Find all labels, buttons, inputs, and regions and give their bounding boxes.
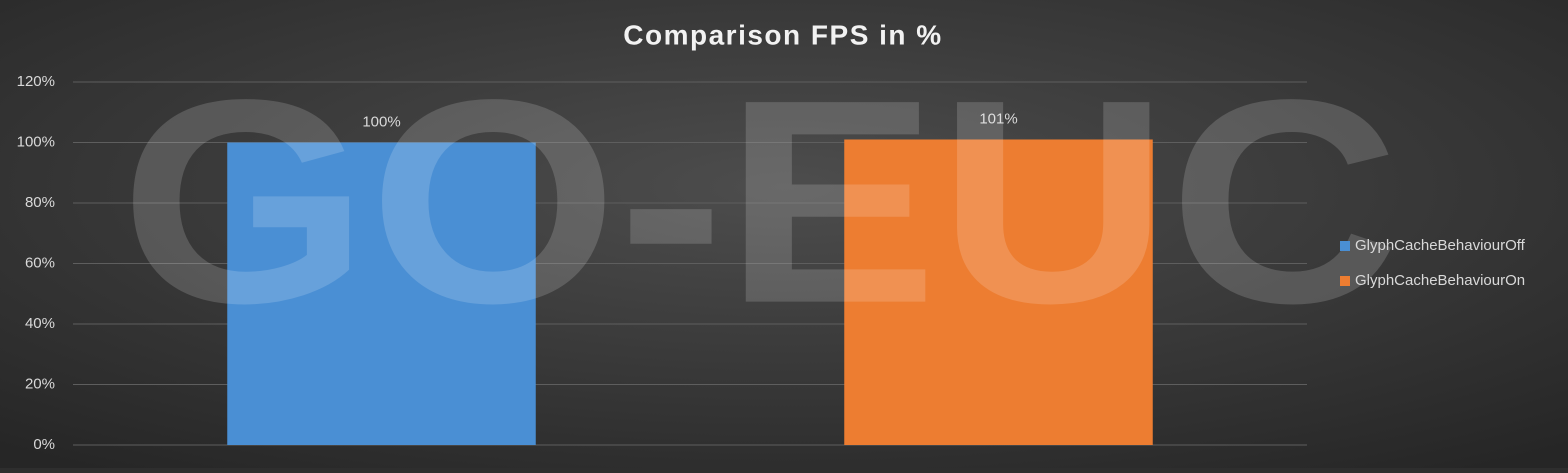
value-label: 101%: [979, 110, 1017, 127]
y-tick-label: 100%: [17, 133, 55, 150]
legend-label: GlyphCacheBehaviourOn: [1355, 272, 1525, 289]
value-label: 100%: [362, 113, 400, 130]
legend-swatch: [1340, 241, 1350, 251]
chart-title: Comparison FPS in %: [623, 19, 942, 50]
y-tick-label: 0%: [33, 436, 55, 453]
y-tick-label: 20%: [25, 375, 55, 392]
bar: [844, 139, 1153, 445]
legend-label: GlyphCacheBehaviourOff: [1355, 237, 1526, 254]
legend-swatch: [1340, 276, 1350, 286]
bar: [227, 142, 536, 445]
y-tick-label: 120%: [17, 73, 55, 90]
y-tick-label: 60%: [25, 254, 55, 271]
y-tick-label: 40%: [25, 315, 55, 332]
watermark: GO-EUC: [120, 40, 1400, 364]
y-tick-label: 80%: [25, 194, 55, 211]
